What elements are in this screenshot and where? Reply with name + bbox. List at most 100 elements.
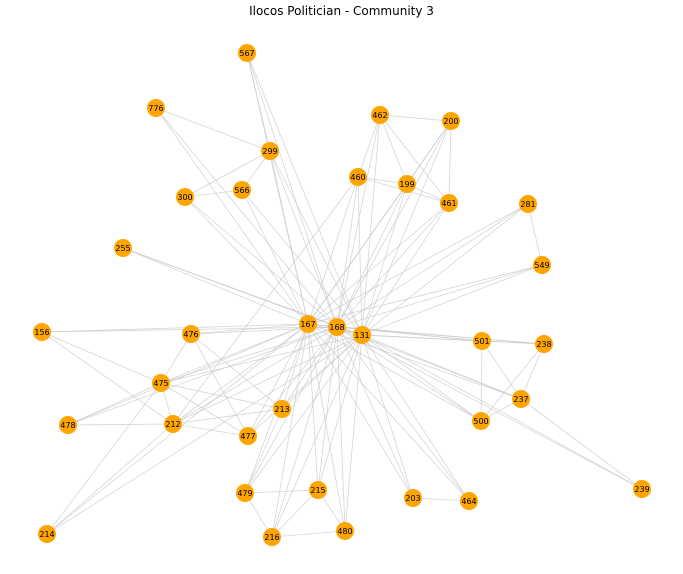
edge-281-131: [361, 203, 529, 336]
node-label: 156: [34, 328, 49, 337]
edge-168-215: [317, 326, 338, 491]
edge-212-214: [46, 423, 174, 535]
edge-776-299: [155, 107, 271, 152]
node-label: 131: [354, 331, 369, 340]
edge-167-216: [271, 323, 309, 538]
edge-776-167: [155, 107, 309, 325]
edge-167-500: [307, 323, 482, 422]
edge-281-167: [307, 203, 529, 325]
edge-168-475: [160, 326, 338, 384]
edge-167-215: [307, 323, 319, 491]
node-label: 500: [473, 417, 488, 426]
node-464: 464: [460, 492, 478, 510]
node-label: 237: [513, 395, 528, 404]
edge-167-203: [307, 323, 414, 499]
edge-255-167: [122, 247, 309, 325]
node-label: 462: [372, 111, 387, 120]
node-label: 479: [237, 489, 252, 498]
node-566: 566: [233, 181, 251, 199]
node-281: 281: [519, 195, 537, 213]
node-circle: [398, 175, 416, 193]
node-circle: [336, 522, 354, 540]
edge-567-168: [246, 52, 338, 328]
edge-299-168: [269, 150, 338, 328]
node-circle: [236, 484, 254, 502]
nodes-layer: 567 776 299 462 200 300 566 460 199 461 281 255 549 1…: [33, 44, 651, 546]
node-501: 501: [473, 332, 491, 350]
edge-199-131: [361, 183, 408, 336]
edge-255-131: [122, 247, 363, 336]
edge-475-477: [160, 382, 249, 437]
node-circle: [59, 416, 77, 434]
edge-461-167: [307, 202, 450, 325]
edge-476-213: [190, 333, 283, 410]
edge-212-478: [67, 423, 174, 426]
node-549: 549: [533, 256, 551, 274]
node-circle: [273, 400, 291, 418]
node-label: 501: [474, 337, 489, 346]
edge-300-566: [184, 189, 243, 198]
node-circle: [460, 492, 478, 510]
edge-475-214: [46, 382, 162, 535]
node-circle: [328, 318, 346, 336]
node-circle: [114, 239, 132, 257]
node-circle: [512, 390, 530, 408]
edge-167-212: [172, 323, 309, 425]
edge-501-238: [481, 340, 545, 345]
edge-200-168: [336, 120, 452, 328]
node-circle: [535, 335, 553, 353]
node-circle: [239, 427, 257, 445]
edge-131-216: [271, 334, 363, 538]
node-299: 299: [261, 142, 279, 160]
edge-167-464: [307, 323, 470, 502]
edge-566-131: [241, 189, 363, 336]
edge-167-477: [247, 323, 309, 437]
edge-131-464: [361, 334, 470, 502]
edge-479-215: [244, 489, 319, 494]
node-circle: [633, 480, 651, 498]
node-460: 460: [349, 168, 367, 186]
node-label: 213: [274, 405, 289, 414]
node-567: 567: [238, 44, 256, 62]
node-label: 168: [329, 323, 344, 332]
node-477: 477: [239, 427, 257, 445]
node-131: 131: [353, 326, 371, 344]
node-label: 476: [183, 330, 198, 339]
edge-215-216: [271, 489, 319, 538]
edge-281-168: [336, 203, 529, 328]
node-200: 200: [442, 112, 460, 130]
edge-238-500: [480, 343, 545, 422]
edge-131-475: [160, 334, 363, 384]
node-circle: [38, 525, 56, 543]
edge-168-239: [336, 326, 643, 490]
node-circle: [152, 374, 170, 392]
node-label: 167: [300, 320, 315, 329]
edge-299-167: [269, 150, 309, 325]
edge-549-167: [307, 264, 543, 325]
node-156: 156: [33, 323, 51, 341]
node-label: 461: [441, 199, 456, 208]
node-216: 216: [263, 528, 281, 546]
node-label: 460: [350, 173, 365, 182]
edge-566-167: [241, 189, 309, 325]
node-212: 212: [164, 415, 182, 433]
node-479: 479: [236, 484, 254, 502]
edge-131-237: [361, 334, 522, 400]
node-circle: [33, 323, 51, 341]
node-label: 255: [115, 244, 130, 253]
edge-213-479: [244, 408, 283, 494]
edge-501-237: [481, 340, 522, 400]
edge-200-131: [361, 120, 452, 336]
node-label: 203: [405, 494, 420, 503]
node-500: 500: [472, 412, 490, 430]
edge-167-237: [307, 323, 522, 400]
node-circle: [440, 194, 458, 212]
node-label: 475: [153, 379, 168, 388]
node-203: 203: [404, 489, 422, 507]
node-circle: [147, 99, 165, 117]
node-circle: [261, 142, 279, 160]
node-214: 214: [38, 525, 56, 543]
node-circle: [176, 188, 194, 206]
node-circle: [442, 112, 460, 130]
edge-216-480: [271, 530, 346, 538]
